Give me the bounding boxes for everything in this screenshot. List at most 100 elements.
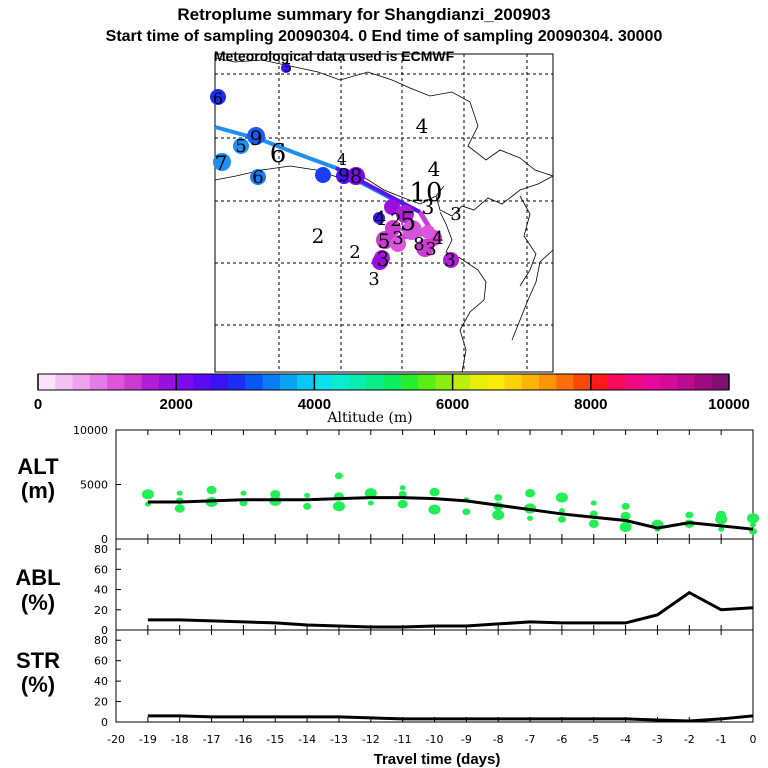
trajectory-label: 2 xyxy=(349,242,360,263)
alt-scatter-point xyxy=(621,502,630,510)
alt-scatter-point xyxy=(619,521,632,533)
trajectory-label: 4 xyxy=(416,114,429,138)
trajectory-point xyxy=(210,89,226,105)
series-line xyxy=(147,496,754,531)
trajectory-label: 9 xyxy=(338,165,349,186)
alt-scatter-point xyxy=(367,500,374,506)
panel-label: ALT xyxy=(17,454,59,479)
y-tick-label: 20 xyxy=(94,696,108,709)
colorbar-swatch xyxy=(504,374,523,390)
alt-scatter-point xyxy=(527,515,534,521)
x-tick-label: -16 xyxy=(234,733,252,746)
trajectory-label: 5 xyxy=(400,207,417,237)
coastline xyxy=(519,195,537,287)
colorbar-swatch xyxy=(348,374,367,390)
trajectory-label: 3 xyxy=(425,239,436,260)
trajectory-label: 3 xyxy=(422,195,435,219)
colorbar-tick-label: 8000 xyxy=(574,396,607,413)
alt-scatter-point xyxy=(303,502,312,510)
x-tick-label: -13 xyxy=(330,733,348,746)
alt-scatter-point xyxy=(206,485,217,495)
alt-scatter-point xyxy=(620,511,631,521)
panel-unit: (%) xyxy=(21,672,55,697)
x-tick-label: -9 xyxy=(461,733,472,746)
trajectory-point xyxy=(347,167,365,185)
x-tick-label: -20 xyxy=(107,733,125,746)
colorbar-swatch xyxy=(141,374,160,390)
y-tick-label: 80 xyxy=(94,543,108,556)
colorbar-swatch xyxy=(210,374,229,390)
colorbar-swatch xyxy=(72,374,91,390)
colorbar-swatch xyxy=(625,374,644,390)
colorbar-swatch xyxy=(193,374,212,390)
y-tick-label: 60 xyxy=(94,563,108,576)
trajectory-label: 4 xyxy=(428,157,441,181)
map-frame xyxy=(214,53,554,373)
colorbar-swatch xyxy=(262,374,281,390)
coastline xyxy=(439,211,487,373)
y-tick-label: 20 xyxy=(94,604,108,617)
alt-scatter-point xyxy=(588,519,599,528)
colorbar-swatch xyxy=(711,374,730,390)
colorbar-tick-label: 2000 xyxy=(160,396,193,413)
colorbar-swatch xyxy=(538,374,557,390)
trajectory-dots xyxy=(210,63,459,270)
trajectory-point xyxy=(372,254,388,270)
colorbar-tick-label: 4000 xyxy=(298,396,331,413)
y-tick-label: 60 xyxy=(94,655,108,668)
colorbar-swatch xyxy=(487,374,505,390)
x-tick-label: -19 xyxy=(139,733,157,746)
trajectory-label: 7 xyxy=(215,151,228,175)
trajectory-point xyxy=(213,153,231,171)
colorbar-swatch xyxy=(659,374,678,390)
colorbar-swatch xyxy=(383,374,402,390)
alt-scatter-point xyxy=(429,487,440,497)
panel-unit: (m) xyxy=(21,478,55,503)
colorbar-swatch xyxy=(642,374,661,390)
alt-scatter-point xyxy=(494,494,503,501)
colorbar-tick-label: 10000 xyxy=(708,396,750,413)
met-data-note: Meteorological data used is ECMWF xyxy=(214,48,455,64)
colorbar-swatch xyxy=(452,374,471,390)
series-line xyxy=(147,714,754,723)
x-tick-label: -15 xyxy=(266,733,284,746)
colorbar-swatch xyxy=(521,374,540,390)
x-tick-label: -3 xyxy=(652,733,663,746)
trajectory-label: 6 xyxy=(270,139,287,169)
x-tick-label: -12 xyxy=(362,733,380,746)
x-tick-label: -8 xyxy=(493,733,504,746)
alt-scatter-point xyxy=(141,489,154,500)
trajectory-label: 3 xyxy=(450,204,461,225)
panel-str: STR(%) 80 60 40 20 0 xyxy=(16,629,754,729)
y-tick-label: 10000 xyxy=(73,424,108,437)
y-tick-label: 5000 xyxy=(80,479,108,492)
y-tick-label: 0 xyxy=(101,624,108,637)
trajectory-label: 8 xyxy=(350,164,363,188)
alt-scatter-point xyxy=(240,490,247,496)
colorbar-swatch xyxy=(107,374,125,390)
y-tick-label: 0 xyxy=(101,716,108,729)
alt-scatter-point xyxy=(750,522,756,528)
panel-frame xyxy=(115,629,754,723)
trajectory-point xyxy=(384,199,400,215)
x-tick-label: -1 xyxy=(716,733,727,746)
trajectory-label: 5 xyxy=(378,229,391,253)
panel-unit: (%) xyxy=(21,590,55,615)
trajectory-label: 2 xyxy=(312,224,325,248)
trajectory-point xyxy=(281,63,291,73)
trajectory-label: 5 xyxy=(235,136,246,157)
trajectory-point xyxy=(373,212,385,224)
map-grid xyxy=(215,54,553,372)
time-series-panels: ALT(m)1000050000ABL(%)806040200STR(%)806… xyxy=(15,424,759,746)
colorbar-swatch xyxy=(590,374,609,390)
colorbar-swatch xyxy=(245,374,263,390)
x-tick-label: -4 xyxy=(620,733,631,746)
trajectory-label: 6 xyxy=(213,89,223,108)
colorbar-swatch xyxy=(89,374,108,390)
alt-scatter-point xyxy=(492,509,505,521)
coastline xyxy=(435,175,554,217)
trajectory-label: 3 xyxy=(392,228,403,249)
